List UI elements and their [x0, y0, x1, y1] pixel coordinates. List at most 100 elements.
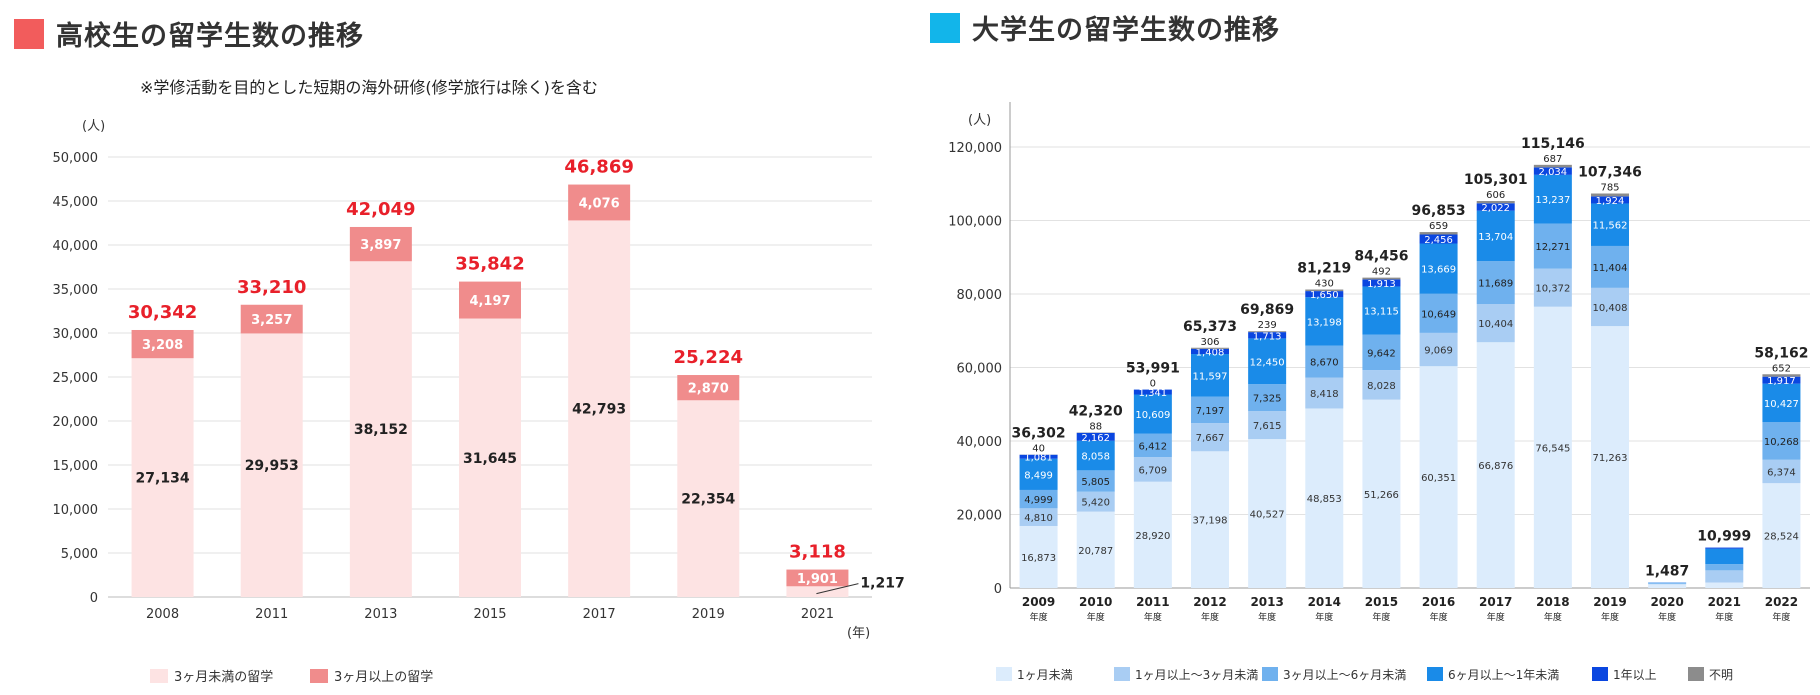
uni-segment-label: 1,713	[1253, 331, 1282, 342]
hs-total-label: 3,118	[789, 542, 846, 563]
uni-segment-label: 0	[1150, 379, 1156, 390]
uni-total-label: 69,869	[1240, 302, 1294, 318]
hs-y-tick-label: 45,000	[53, 195, 99, 210]
uni-y-tick-label: 80,000	[957, 288, 1003, 303]
uni-segment-label: 37,198	[1193, 516, 1228, 527]
uni-y-tick-label: 120,000	[948, 141, 1002, 156]
hs-x-tick-label: 2008	[146, 607, 179, 622]
hs-legend-label: 3ヶ月以上の留学	[334, 669, 433, 685]
uni-bar-segment	[1476, 303, 1515, 343]
uni-x-tick-suffix: 年度	[1372, 611, 1390, 623]
uni-segment-label: 2,162	[1081, 433, 1110, 444]
hs-legend-label: 3ヶ月未満の留学	[174, 669, 273, 685]
uni-x-tick-suffix: 年度	[1772, 611, 1790, 623]
hs-x-tick-label: 2013	[364, 607, 397, 622]
left-chart-note: ※学修活動を目的とした短期の海外研修(修学旅行は除く)を含む	[140, 78, 598, 97]
hs-over-3-months-label: 3,897	[360, 238, 401, 253]
uni-y-tick-label: 100,000	[948, 215, 1002, 230]
uni-bar-segment	[1705, 548, 1744, 565]
uni-segment-label: 40	[1032, 444, 1045, 455]
uni-segment-label: 10,609	[1135, 410, 1170, 421]
uni-bar-segment	[1705, 582, 1744, 588]
uni-segment-label: 1,913	[1367, 279, 1396, 290]
hs-bar-over-3-months	[349, 226, 412, 262]
uni-segment-label: 306	[1200, 337, 1219, 348]
hs-under-3-months-label: 29,953	[245, 458, 299, 474]
uni-bar-segment	[1191, 354, 1229, 397]
uni-y-tick-label: 40,000	[957, 435, 1003, 450]
hs-y-tick-label: 25,000	[53, 371, 99, 386]
uni-segment-label: 10,372	[1535, 284, 1570, 295]
uni-legend-swatch	[1688, 667, 1704, 681]
uni-legend-label: 1年以上	[1613, 668, 1657, 682]
uni-bar-segment	[1419, 232, 1458, 235]
uni-y-tick-label: 60,000	[957, 362, 1003, 377]
uni-total-label: 84,456	[1354, 249, 1408, 265]
uni-segment-label: 13,669	[1421, 265, 1456, 276]
uni-bar-segment	[1248, 439, 1287, 588]
uni-bar-segment	[1305, 408, 1344, 588]
uni-bar-segment	[1019, 489, 1058, 509]
uni-total-label: 58,162	[1754, 345, 1808, 361]
uni-bar-segment	[1648, 584, 1687, 588]
uni-total-label: 96,853	[1412, 203, 1466, 219]
hs-bar-under-3-months	[349, 261, 412, 597]
uni-x-tick-label: 2016	[1422, 595, 1455, 609]
uni-bar-segment	[1019, 508, 1058, 526]
uni-legend-swatch	[1427, 667, 1443, 681]
uni-bar-segment	[1248, 384, 1287, 412]
left-title-row: 高校生の留学生数の推移	[14, 14, 364, 53]
uni-bar-segment	[1419, 234, 1458, 244]
uni-segment-label: 4,999	[1024, 495, 1053, 506]
hs-x-tick-label: 2015	[473, 607, 506, 622]
uni-bar-segment	[1762, 459, 1801, 484]
hs-under-3-months-label: 1,217	[860, 576, 904, 592]
uni-x-tick-suffix: 年度	[1544, 611, 1562, 623]
hs-over-3-months-label: 4,197	[469, 294, 510, 309]
uni-bar-segment	[1076, 511, 1115, 588]
uni-bar-segment	[1133, 481, 1172, 588]
left-title-square	[14, 18, 44, 49]
uni-bar-segment	[1591, 196, 1629, 204]
uni-segment-label: 13,198	[1307, 317, 1342, 328]
hs-y-tick-label: 30,000	[53, 327, 99, 342]
hs-bar-under-3-months	[459, 318, 521, 597]
hs-leader-line	[816, 583, 859, 595]
uni-bar-segment	[1191, 347, 1229, 349]
uni-bar-segment	[1591, 203, 1629, 246]
uni-bar-segment	[1191, 451, 1229, 588]
uni-segment-label: 6,412	[1139, 441, 1168, 452]
uni-segment-label: 687	[1543, 154, 1562, 165]
uni-total-label: 10,999	[1697, 529, 1751, 545]
uni-segment-label: 6,709	[1139, 465, 1168, 476]
uni-bar-segment	[1705, 564, 1744, 571]
hs-x-tick-label: 2017	[583, 607, 616, 622]
uni-segment-label: 11,404	[1593, 263, 1628, 274]
hs-under-3-months-label: 22,354	[681, 492, 735, 508]
uni-x-tick-label: 2012	[1193, 595, 1226, 609]
right-title-square	[930, 12, 960, 43]
uni-bar-segment	[1133, 394, 1172, 434]
uni-x-tick-label: 2018	[1536, 595, 1569, 609]
uni-segment-label: 2,034	[1539, 167, 1568, 178]
uni-y-tick-label: 0	[994, 582, 1002, 597]
uni-segment-label: 492	[1372, 267, 1391, 278]
uni-x-tick-label: 2019	[1593, 595, 1626, 609]
hs-y-tick-label: 10,000	[53, 503, 99, 518]
university-chart: 0 20,000 40,000 60,000 80,000 100,000 120,000 (…	[948, 102, 1810, 682]
uni-x-tick-suffix: 年度	[1601, 611, 1619, 623]
uni-bar-segment	[1533, 223, 1572, 269]
uni-bar-segment	[1476, 210, 1515, 262]
uni-segment-label: 1,408	[1196, 347, 1225, 358]
uni-bar-segment	[1076, 432, 1115, 441]
uni-bar-segment	[1705, 570, 1744, 583]
uni-total-label: 115,146	[1521, 136, 1585, 152]
hs-y-tick-label: 35,000	[53, 283, 99, 298]
uni-segment-label: 9,642	[1367, 348, 1396, 359]
uni-bar-segment	[1305, 289, 1344, 292]
uni-bar-segment	[1762, 483, 1801, 588]
uni-segment-label: 239	[1258, 320, 1277, 331]
uni-bar-segment	[1705, 547, 1744, 549]
uni-segment-label: 8,028	[1367, 381, 1396, 392]
uni-y-tick-label: 20,000	[957, 509, 1003, 524]
